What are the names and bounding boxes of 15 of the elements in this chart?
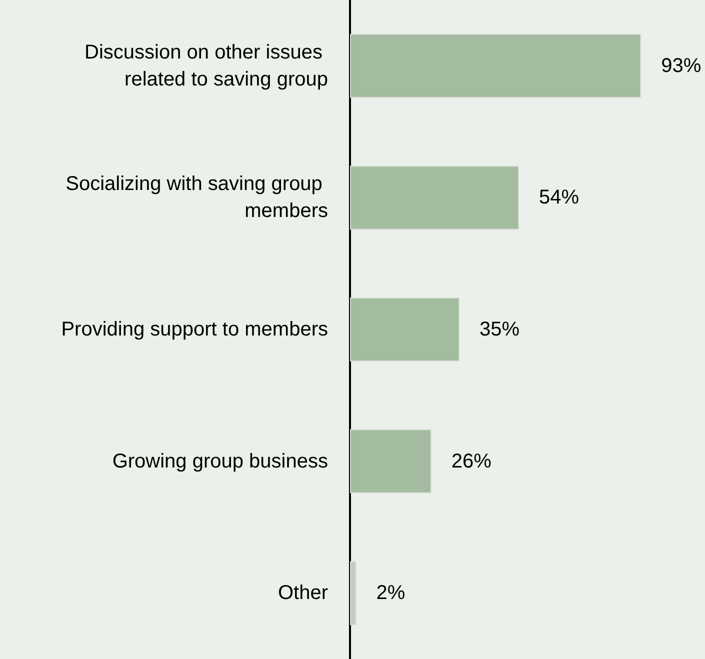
bar [350, 34, 642, 98]
data-label: 93% [661, 54, 702, 77]
y-tick-label: Socializing with saving group members [66, 173, 328, 222]
y-tick-label: Other [278, 582, 328, 604]
bar [350, 166, 520, 230]
bar [350, 561, 356, 626]
y-tick-label: Growing group business [112, 450, 328, 472]
data-label: 26% [451, 450, 492, 472]
bar [350, 429, 432, 494]
data-label: 2% [376, 582, 406, 604]
bar [350, 298, 460, 362]
y-tick-label: Discussion on other issues related to saving group [84, 41, 328, 90]
data-label: 54% [539, 186, 580, 209]
y-tick-label: Providing support to members [61, 318, 328, 340]
data-label: 35% [480, 318, 520, 340]
